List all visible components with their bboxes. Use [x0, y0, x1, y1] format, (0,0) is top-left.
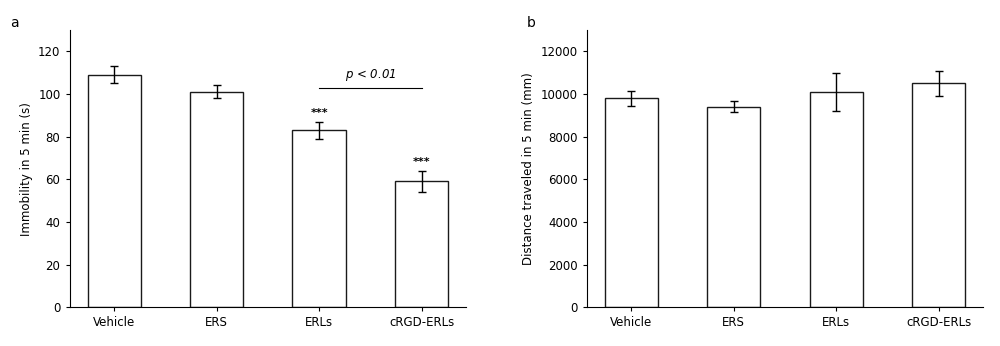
Text: $p$ < 0.01: $p$ < 0.01	[345, 67, 396, 83]
Text: ***: ***	[310, 108, 328, 118]
Bar	[292, 130, 346, 307]
Bar	[707, 107, 760, 307]
Text: a: a	[10, 16, 19, 30]
Text: b: b	[527, 16, 536, 30]
Bar	[605, 98, 658, 307]
Bar	[810, 92, 863, 307]
Y-axis label: Distance traveled in 5 min (mm): Distance traveled in 5 min (mm)	[522, 72, 535, 265]
Y-axis label: Immobility in 5 min (s): Immobility in 5 min (s)	[20, 102, 33, 236]
Bar	[395, 181, 448, 307]
Bar	[912, 83, 965, 307]
Bar	[88, 75, 141, 307]
Text: ***: ***	[413, 157, 430, 167]
Bar	[190, 92, 243, 307]
